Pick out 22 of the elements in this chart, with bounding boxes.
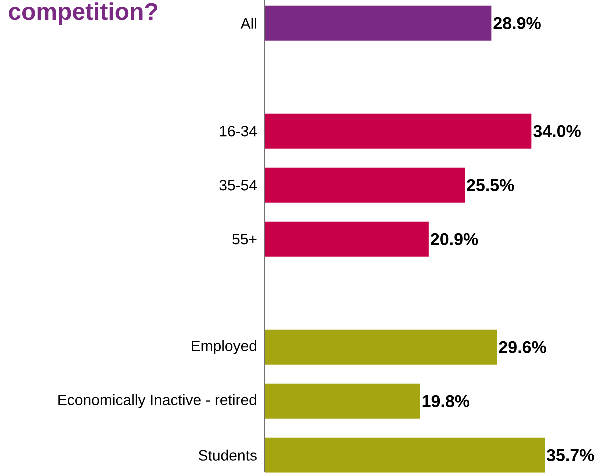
data-label: 34.0% [534,125,581,138]
data-label: 35.7% [546,449,594,462]
bar [265,330,498,365]
bar [265,6,492,41]
data-label: 29.6% [499,341,546,354]
y-tick-label: 35-54 [220,180,258,191]
data-label: 20.9% [431,233,478,246]
bar [265,438,546,473]
bar [265,384,420,419]
y-tick-label: Employed [192,340,257,354]
bar [265,222,429,257]
bar [265,114,532,149]
y-tick-label: 16-34 [220,126,258,137]
data-label: 25.5% [467,179,514,192]
data-label: 19.8% [422,395,470,408]
y-tick-label: 55+ [232,234,257,245]
y-tick-label: All [240,18,256,29]
data-label: 28.9% [494,17,541,30]
y-tick-label: Students [198,450,257,461]
chart-title: competition? [9,2,158,26]
y-tick-label: Economically Inactive - retired [58,394,256,408]
bar [265,168,465,203]
